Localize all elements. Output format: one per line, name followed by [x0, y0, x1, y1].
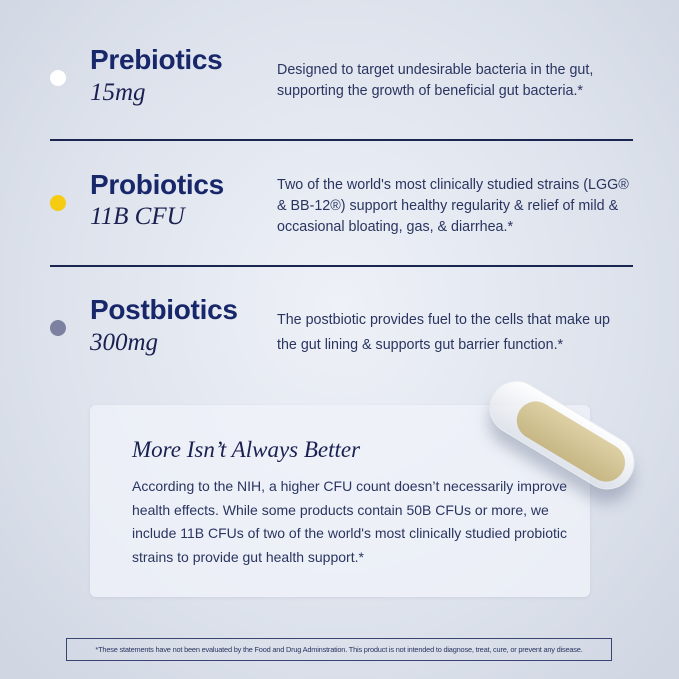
- fda-disclaimer: *These statements have not been evaluate…: [66, 638, 612, 661]
- probiotics-dot: [50, 195, 66, 211]
- probiotics-amount: 11B CFU: [90, 203, 185, 230]
- card-title: More Isn’t Always Better: [132, 437, 361, 462]
- card-body: According to the NIH, a higher CFU count…: [132, 478, 568, 565]
- info-card: More Isn’t Always Better According to th…: [90, 405, 590, 597]
- postbiotics-title: Postbiotics: [90, 294, 238, 325]
- postbiotics-amount: 300mg: [90, 329, 159, 356]
- prebiotics-amount: 15mg: [90, 79, 146, 106]
- prebiotics-title: Prebiotics: [90, 44, 223, 75]
- postbiotics-dot: [50, 320, 66, 336]
- postbiotics-description: The postbiotic provides fuel to the cell…: [277, 312, 610, 353]
- probiotics-title: Probiotics: [90, 169, 224, 200]
- divider: [50, 265, 633, 267]
- prebiotics-dot: [50, 70, 66, 86]
- divider: [50, 139, 633, 141]
- prebiotics-description: Designed to target undesirable bacteria …: [277, 62, 594, 99]
- probiotics-description: Two of the world's most clinically studi…: [277, 177, 629, 235]
